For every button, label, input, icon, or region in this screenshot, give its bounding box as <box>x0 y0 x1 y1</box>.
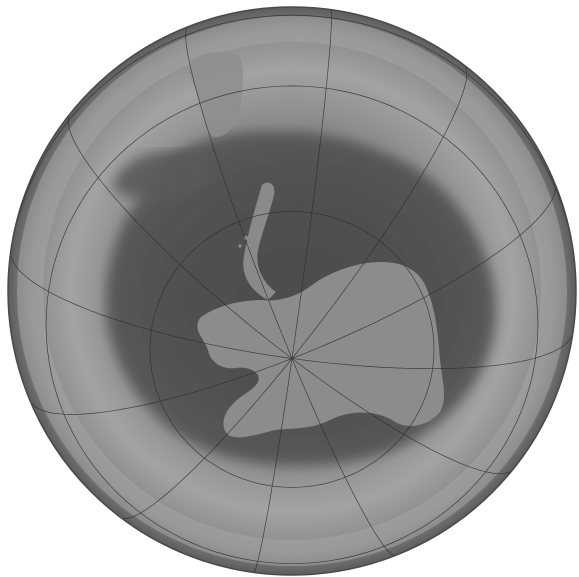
island <box>238 244 242 248</box>
meridian-line <box>291 64 468 359</box>
meridian-line <box>10 252 293 359</box>
meridian-line <box>185 26 293 359</box>
island <box>315 289 321 295</box>
meridian-line <box>291 9 332 359</box>
antarctica-landmass <box>197 262 445 438</box>
ozone-hole-extension <box>113 151 211 199</box>
meridian-line <box>253 358 293 573</box>
meridian-line <box>29 358 293 415</box>
parallel-line <box>45 85 539 565</box>
globe-outline <box>7 6 577 576</box>
meridian-line <box>291 358 396 556</box>
meridian-line <box>291 331 574 370</box>
meridian-line <box>67 113 293 359</box>
antarctic-peninsula <box>243 182 276 300</box>
outer-light-band <box>17 16 567 566</box>
meridian-line <box>120 358 293 519</box>
meridian-line <box>291 358 513 475</box>
south-america-landmass <box>188 51 243 138</box>
meridian-line <box>291 183 556 359</box>
parallel-line <box>149 211 435 488</box>
graticule <box>8 9 576 573</box>
